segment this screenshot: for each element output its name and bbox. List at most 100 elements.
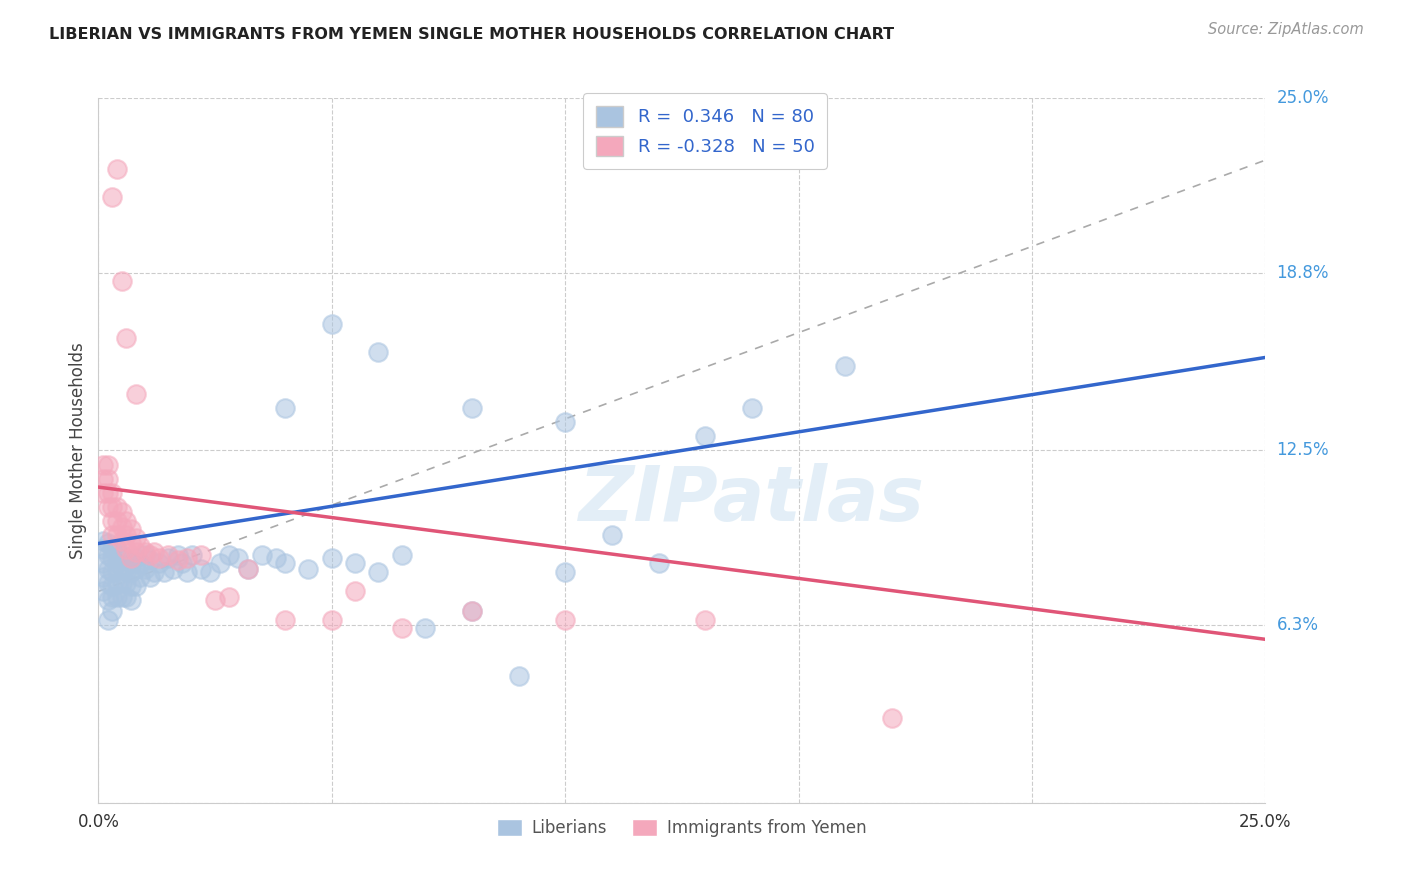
Point — [125, 387, 148, 401]
Point — [695, 429, 717, 443]
Point — [139, 548, 162, 562]
Point — [111, 548, 134, 562]
Point — [166, 548, 188, 562]
Point — [101, 500, 124, 514]
Point — [91, 533, 114, 548]
Point — [111, 576, 134, 591]
Point — [115, 528, 138, 542]
Point — [101, 485, 124, 500]
Point — [120, 550, 142, 565]
Point — [134, 548, 156, 562]
Point — [111, 274, 134, 288]
Point — [111, 590, 134, 604]
Point — [200, 565, 222, 579]
Point — [461, 604, 484, 618]
Point — [129, 556, 152, 570]
Point — [554, 613, 576, 627]
Point — [461, 401, 484, 416]
Point — [115, 542, 138, 557]
Point — [176, 550, 198, 565]
Point — [129, 539, 152, 553]
Point — [120, 536, 142, 550]
Point — [148, 556, 170, 570]
Point — [115, 331, 138, 345]
Point — [105, 500, 128, 514]
Point — [105, 514, 128, 528]
Point — [834, 359, 856, 373]
Point — [91, 570, 114, 584]
Point — [274, 613, 297, 627]
Point — [101, 190, 124, 204]
Point — [105, 562, 128, 576]
Point — [157, 550, 180, 565]
Point — [134, 545, 156, 559]
Point — [125, 550, 148, 565]
Point — [236, 562, 259, 576]
Point — [115, 550, 138, 565]
Point — [321, 613, 343, 627]
Point — [143, 565, 166, 579]
Point — [344, 584, 367, 599]
Point — [91, 542, 114, 557]
Text: LIBERIAN VS IMMIGRANTS FROM YEMEN SINGLE MOTHER HOUSEHOLDS CORRELATION CHART: LIBERIAN VS IMMIGRANTS FROM YEMEN SINGLE… — [49, 27, 894, 42]
Point — [172, 556, 194, 570]
Point — [600, 528, 623, 542]
Point — [228, 550, 250, 565]
Point — [250, 548, 273, 562]
Point — [105, 528, 128, 542]
Point — [97, 613, 120, 627]
Point — [91, 485, 114, 500]
Point — [120, 592, 142, 607]
Point — [97, 500, 120, 514]
Point — [125, 579, 148, 593]
Point — [97, 458, 120, 472]
Point — [129, 570, 152, 584]
Point — [148, 550, 170, 565]
Point — [101, 528, 124, 542]
Point — [391, 621, 413, 635]
Point — [180, 548, 202, 562]
Point — [391, 548, 413, 562]
Point — [97, 485, 120, 500]
Point — [115, 576, 138, 591]
Point — [97, 548, 120, 562]
Point — [101, 550, 124, 565]
Point — [321, 550, 343, 565]
Point — [111, 562, 134, 576]
Point — [125, 531, 148, 545]
Point — [157, 548, 180, 562]
Point — [91, 458, 114, 472]
Point — [190, 562, 212, 576]
Point — [120, 565, 142, 579]
Point — [647, 556, 669, 570]
Point — [204, 592, 226, 607]
Point — [105, 161, 128, 176]
Point — [218, 590, 240, 604]
Point — [97, 562, 120, 576]
Point — [105, 590, 128, 604]
Point — [166, 553, 188, 567]
Point — [695, 613, 717, 627]
Point — [274, 556, 297, 570]
Point — [554, 415, 576, 429]
Point — [554, 565, 576, 579]
Point — [115, 590, 138, 604]
Point — [125, 562, 148, 576]
Point — [321, 317, 343, 331]
Point — [97, 592, 120, 607]
Text: 25.0%: 25.0% — [1277, 89, 1329, 107]
Point — [101, 514, 124, 528]
Point — [101, 604, 124, 618]
Point — [111, 519, 134, 533]
Point — [880, 711, 903, 725]
Point — [508, 669, 530, 683]
Point — [162, 562, 184, 576]
Point — [120, 522, 142, 536]
Point — [208, 556, 231, 570]
Point — [97, 536, 120, 550]
Point — [97, 472, 120, 486]
Point — [105, 576, 128, 591]
Point — [139, 553, 162, 567]
Point — [97, 576, 120, 591]
Legend: Liberians, Immigrants from Yemen: Liberians, Immigrants from Yemen — [491, 813, 873, 844]
